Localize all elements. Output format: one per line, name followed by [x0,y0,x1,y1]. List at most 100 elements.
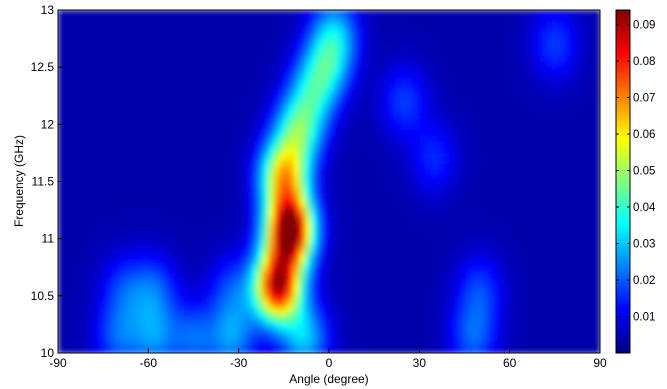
heat-cell [521,215,529,223]
heat-cell [94,21,101,28]
heat-cell [335,38,342,45]
heat-cell [148,135,155,143]
heat-cell [575,261,583,268]
heat-cell [82,55,89,63]
heat-cell [94,78,101,85]
heat-cell [304,324,312,331]
heat-cell [395,312,402,320]
heat-cell [256,101,264,108]
heat-cell [425,10,432,17]
heat-cell [365,278,372,285]
heat-cell [383,152,390,160]
heat-cell [142,250,149,257]
heat-cell [172,301,180,308]
heat-cell [521,15,529,23]
heat-cell [76,187,83,194]
heat-cell [341,244,348,251]
heat-cell [497,255,505,263]
heat-cell [112,15,119,23]
heat-cell [154,227,161,234]
heat-cell [202,67,210,74]
heat-cell [401,130,408,137]
heat-cell [304,227,312,234]
heat-cell [563,192,571,200]
heat-cell [136,232,143,240]
heat-cell [316,21,324,28]
heat-cell [166,152,174,160]
heat-cell [389,158,396,165]
heat-cell [551,301,559,308]
heat-cell [449,32,457,40]
heat-cell [112,267,119,274]
heat-cell [431,164,438,171]
heat-cell [533,44,541,51]
heat-cell [262,112,270,120]
heat-cell [371,27,378,34]
heat-cell [112,135,119,143]
heat-cell [136,78,143,85]
heat-cell [58,232,65,240]
heat-cell [184,141,192,148]
heat-cell [587,147,595,154]
heat-cell [335,55,342,63]
heat-cell [70,101,77,108]
heat-cell [118,112,125,120]
heat-cell [497,101,505,108]
heat-cell [407,135,414,143]
heat-cell [365,238,372,245]
heat-cell [359,107,366,114]
heat-cell [118,32,125,40]
heat-cell [419,227,426,234]
heat-cell [497,124,505,131]
heat-cell [250,27,258,34]
heat-cell [244,90,252,97]
heat-cell [76,244,83,251]
heat-cell [292,61,300,68]
heat-cell [100,118,107,125]
heat-cell [226,32,234,40]
heat-cell [262,164,270,171]
heat-cell [196,152,204,160]
heat-cell [485,204,493,211]
heat-cell [220,238,228,245]
heat-cell [533,38,541,45]
heat-cell [425,32,432,40]
heat-cell [455,135,463,143]
heat-cell [419,135,426,143]
heat-cell [280,164,288,171]
heat-cell [58,124,65,131]
heat-cell [443,192,451,200]
heat-cell [262,324,270,331]
heat-cell [274,107,282,114]
heat-cell [190,152,198,160]
heat-cell [455,112,463,120]
heat-cell [76,67,83,74]
heat-cell [431,175,438,183]
heat-cell [292,198,300,205]
heat-cell [154,152,161,160]
heat-cell [467,15,475,23]
heat-cell [268,10,276,17]
heat-cell [94,215,101,223]
heat-cell [94,101,101,108]
heat-cell [286,192,294,200]
heat-cell [413,204,420,211]
heat-cell [503,112,511,120]
heat-cell [100,112,107,120]
heat-cell [154,232,161,240]
heat-cell [250,307,258,314]
heat-cell [485,187,493,194]
heat-cell [226,158,234,165]
heat-cell [371,72,378,80]
heat-cell [322,295,330,303]
heat-cell [503,227,511,234]
heat-cell [509,255,517,263]
heat-cell [58,210,65,217]
heat-cell [473,135,481,143]
heat-cell [503,318,511,326]
heat-cell [443,204,451,211]
heat-cell [443,135,451,143]
heat-cell [202,21,210,28]
heat-cell [166,255,174,263]
heat-cell [184,255,192,263]
